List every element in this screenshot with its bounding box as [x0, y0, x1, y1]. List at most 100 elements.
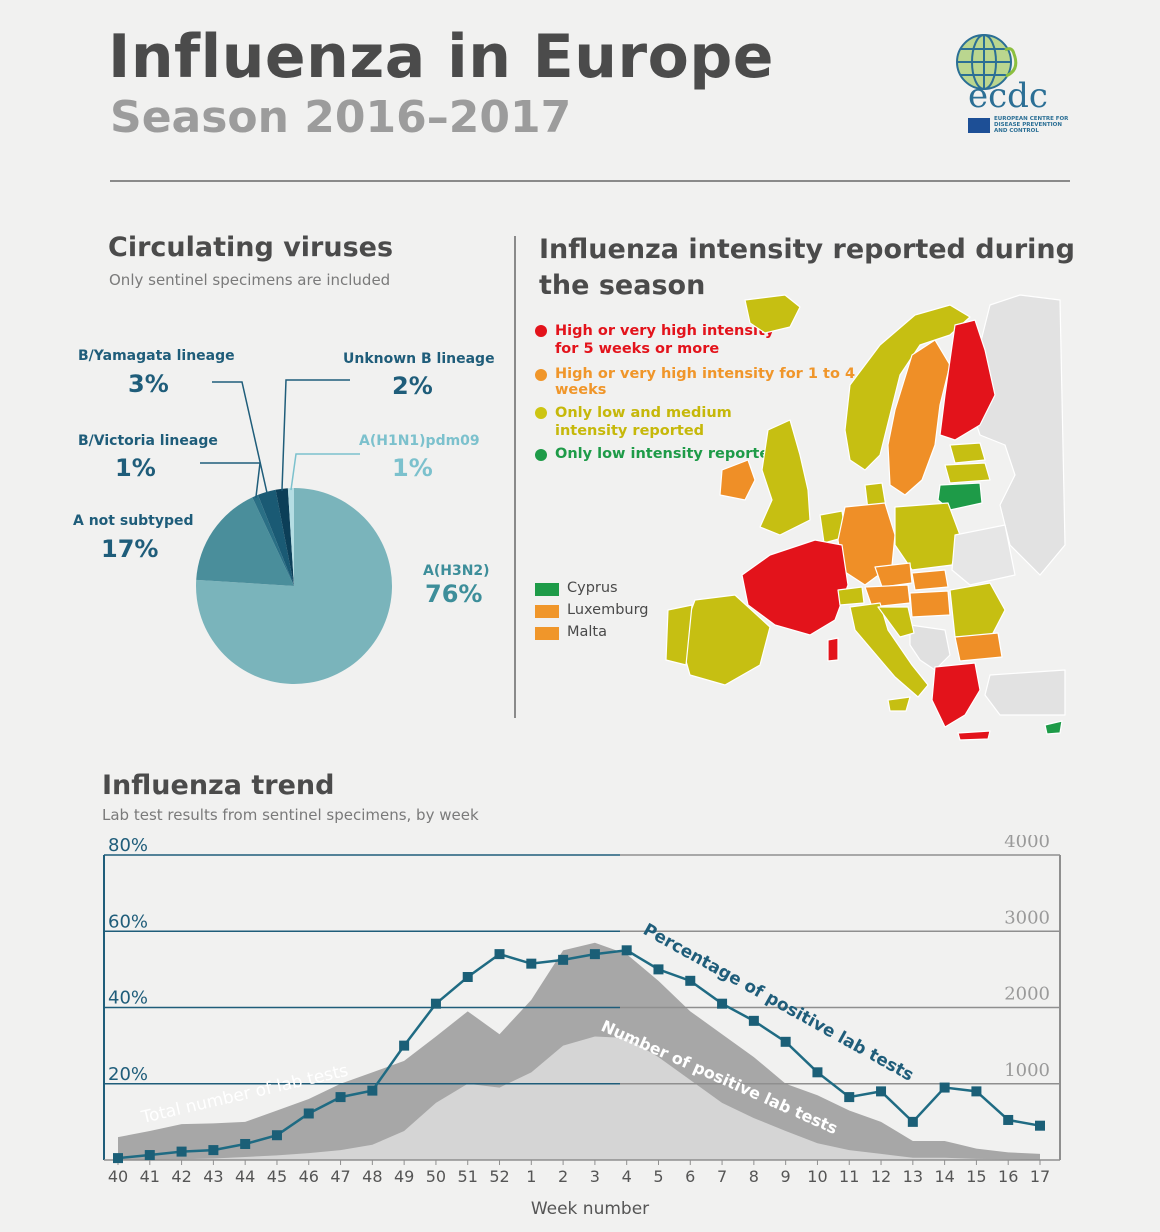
x-tick-label: 16: [998, 1167, 1018, 1186]
x-tick-label: 5: [653, 1167, 663, 1186]
pie-pct-h1n1: 1%: [392, 454, 433, 482]
percentage-point: [621, 945, 632, 956]
x-tick-label: 40: [108, 1167, 128, 1186]
map-austria: [864, 584, 911, 608]
map-finland: [939, 319, 996, 441]
map-france: [741, 539, 849, 636]
pie-slice-a-h1n1-pdm09: [287, 488, 294, 586]
header-divider: [110, 180, 1070, 182]
percentage-point: [717, 998, 728, 1009]
virus-pie-chart: [195, 379, 392, 684]
legend-dot-yellow: [535, 407, 547, 419]
map-crete: [957, 730, 991, 741]
map-slovakia: [911, 569, 949, 591]
legend-dot-green: [535, 449, 547, 461]
percentage-point: [208, 1145, 219, 1156]
map-croatia: [877, 606, 915, 638]
percentage-point: [876, 1086, 887, 1097]
x-tick-label: 45: [267, 1167, 287, 1186]
percentage-point: [494, 949, 505, 960]
percentage-point: [939, 1082, 950, 1093]
x-tick-label: 10: [807, 1167, 827, 1186]
trend-title: Influenza trend: [102, 770, 335, 801]
percentage-point: [558, 954, 569, 965]
y-right-tick-label: 3000: [1004, 907, 1050, 928]
x-tick-label: 17: [1030, 1167, 1050, 1186]
percentage-point: [303, 1108, 314, 1119]
percentage-point: [1003, 1114, 1014, 1125]
y-right-tick-label: 2000: [1004, 984, 1050, 1005]
small-country-legend: Cyprus Luxemburg Malta: [535, 580, 649, 640]
percentage-point: [113, 1153, 123, 1164]
legend-item-low-only: Only low intensity reported: [535, 446, 875, 462]
legend-item-high-5plus: High or very high intensity for 5 weeks …: [535, 322, 875, 358]
legend-item-low-medium: Only low and medium intensity reported: [535, 404, 875, 440]
x-tick-label: 2: [558, 1167, 568, 1186]
pie-leader-line: [290, 453, 360, 491]
percentage-point: [399, 1040, 410, 1051]
x-tick-label: 47: [330, 1167, 350, 1186]
pie-leader-line: [212, 381, 268, 494]
x-tick-label: 13: [903, 1167, 923, 1186]
map-poland: [894, 502, 961, 571]
map-portugal: [665, 604, 693, 666]
x-tick-label: 49: [394, 1167, 414, 1186]
small-country-malta: Malta: [535, 624, 649, 640]
map-bulgaria: [954, 632, 1003, 662]
percentage-point: [462, 972, 473, 982]
percentage-point: [526, 958, 537, 969]
y-left-tick-label: 60%: [108, 911, 148, 932]
pie-label-a-not-subtyped: A not subtyped: [73, 513, 194, 529]
x-tick-label: 8: [749, 1167, 759, 1186]
x-tick-label: 50: [426, 1167, 446, 1186]
percentage-point: [1035, 1120, 1045, 1131]
percentage-point: [430, 998, 441, 1009]
legend-dot-orange: [535, 369, 547, 381]
percentage-point: [367, 1085, 378, 1096]
small-country-luxemburg: Luxemburg: [535, 602, 649, 618]
positive-tests-area: [118, 1036, 1040, 1160]
percentage-point: [780, 1036, 791, 1047]
map-greece: [931, 662, 981, 728]
intensity-legend: High or very high intensity for 5 weeks …: [535, 322, 875, 462]
percentage-point: [240, 1138, 251, 1149]
pie-pct-b-yamagata: 3%: [128, 370, 169, 398]
percentage-point: [176, 1146, 187, 1157]
page-title: Influenza in Europe: [108, 22, 774, 92]
x-tick-label: 12: [871, 1167, 891, 1186]
legend-item-high-1to4: High or very high intensity for 1 to 4 w…: [535, 366, 875, 398]
x-tick-label: 15: [966, 1167, 986, 1186]
pie-pct-h3n2: 76%: [425, 580, 483, 608]
x-tick-label: 9: [781, 1167, 791, 1186]
map-romania: [949, 582, 1006, 638]
y-left-tick-label: 80%: [108, 835, 148, 856]
percentage-point: [335, 1092, 346, 1103]
percentage-point: [144, 1150, 155, 1161]
percentage-point: [271, 1130, 282, 1141]
percentage-point: [653, 964, 664, 975]
pie-label-unknown-b: Unknown B lineage: [343, 351, 495, 367]
percentage-point: [907, 1116, 918, 1127]
x-tick-label: 41: [140, 1167, 160, 1186]
percentage-point: [844, 1092, 855, 1103]
x-tick-label: 4: [622, 1167, 632, 1186]
map-iceland: [744, 294, 801, 334]
pie-label-b-yamagata: B/Yamagata lineage: [78, 348, 235, 364]
pie-label-h1n1: A(H1N1)pdm09: [359, 433, 480, 449]
x-tick-label: 14: [934, 1167, 954, 1186]
x-tick-label: 48: [362, 1167, 382, 1186]
page-subtitle: Season 2016–2017: [110, 92, 572, 143]
map-balkans: [909, 624, 951, 671]
pie-slice-unknown-b-lineage: [275, 488, 294, 586]
x-tick-label: 43: [203, 1167, 223, 1186]
map-latvia: [944, 462, 991, 484]
map-czechia: [874, 562, 913, 588]
viruses-subtitle: Only sentinel specimens are included: [109, 271, 391, 289]
map-estonia: [949, 442, 986, 464]
x-tick-label: 11: [839, 1167, 859, 1186]
percentage-point: [748, 1015, 759, 1026]
percentage-point: [685, 975, 696, 986]
logo-caption: EUROPEAN CENTRE FOR DISEASE PREVENTION A…: [994, 116, 1069, 134]
y-right-tick-label: 1000: [1004, 1060, 1050, 1081]
